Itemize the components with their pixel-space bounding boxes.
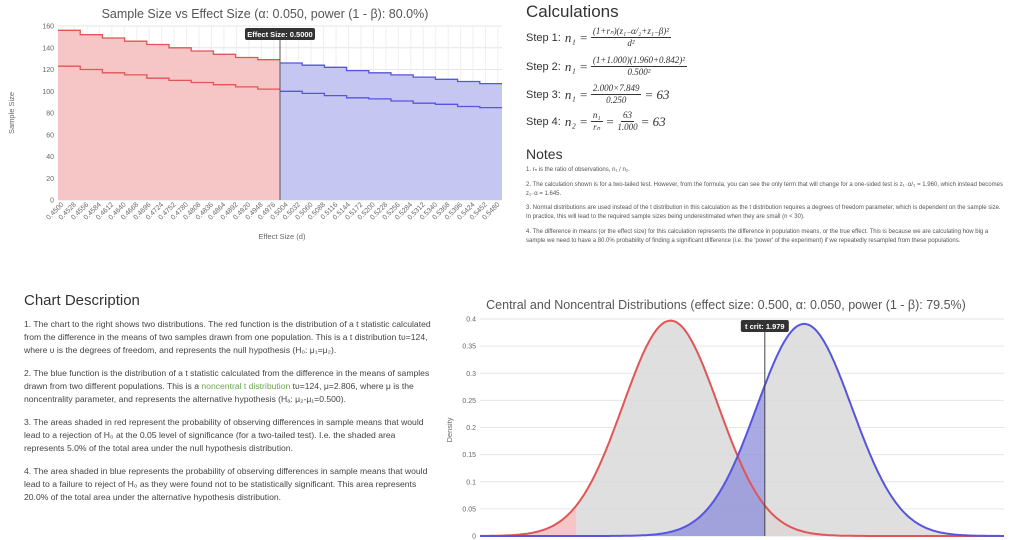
step-denominator: 0.500²	[627, 67, 651, 78]
step-lhs: n₁ =	[564, 86, 588, 102]
series-line-right-0	[280, 62, 502, 85]
step-numerator: n₁	[590, 110, 603, 123]
note-4: 4. The difference in means (or the effec…	[526, 229, 989, 244]
description-paragraph-3: 3. The areas shaded in red represent the…	[24, 417, 424, 453]
description-paragraph-2: 2. The blue function is the distribution…	[24, 367, 434, 406]
rejection-area-left	[480, 505, 577, 536]
y-tick-label: 0.25	[462, 398, 476, 405]
step-equals: =	[605, 113, 615, 129]
calc-step-4: Step 4: n₂ = n₁ rₙ = 63 1.000 = 63	[526, 110, 666, 133]
y-tick-label: 0.4	[466, 317, 476, 324]
y-tick-label: 0.1	[466, 479, 476, 486]
step-denominator: d²	[627, 38, 635, 49]
y-tick-label: 0.3	[466, 371, 476, 378]
calculations-title: Calculations	[526, 2, 619, 21]
notes-title: Notes	[526, 146, 563, 162]
power-area	[764, 323, 1004, 536]
step-label: Step 4:	[526, 115, 561, 128]
y-axis-label: Density	[445, 417, 454, 442]
y-tick-label: 120	[42, 67, 54, 74]
x-axis-label: Effect Size (d)	[259, 232, 306, 241]
calc-step-2: Step 2: n₁ = (1+1.000)(1.960+0.842)² 0.50…	[526, 55, 690, 78]
step-denominator: 1.000	[617, 122, 638, 133]
y-tick-label: 20	[46, 176, 54, 183]
step-label: Step 3:	[526, 88, 561, 101]
step-label: Step 1:	[526, 31, 561, 44]
step-numerator: (1+1.000)(1.960+0.842)²	[590, 55, 687, 68]
chart-title: Sample Size vs Effect Size (α: 0.050, po…	[102, 7, 429, 21]
step-lhs: n₁ =	[564, 29, 588, 45]
y-tick-label: 0.15	[462, 452, 476, 459]
step-lhs: n₁ =	[564, 58, 588, 74]
y-tick-label: 60	[46, 132, 54, 139]
t-crit-tooltip-label: t crit: 1.979	[745, 322, 785, 331]
y-tick-label: 0.05	[462, 506, 476, 513]
step-denominator: rₙ	[593, 122, 601, 133]
step-numerator: 63	[620, 110, 634, 123]
y-axis-label: Sample Size	[7, 92, 16, 134]
y-tick-label: 80	[46, 111, 54, 118]
chart-title: Central and Noncentral Distributions (ef…	[486, 298, 966, 312]
area-left-fill	[58, 30, 280, 200]
step-lhs: n₂ =	[564, 113, 588, 129]
y-tick-label: 0	[50, 198, 54, 205]
null-distribution-line	[480, 319, 1004, 537]
effect-size-tooltip	[245, 28, 315, 40]
y-tick-label: 0	[472, 534, 476, 540]
null-acceptance-area	[576, 320, 765, 536]
y-tick-label: 0.2	[466, 425, 476, 432]
description-paragraph-1: 1. The chart to the right shows two dist…	[24, 319, 431, 355]
note-1: 1. rₙ is the ratio of observations, n₁ /…	[526, 167, 630, 173]
area-right-fill	[280, 63, 502, 200]
series-line-left-1	[58, 65, 280, 90]
y-tick-label: 100	[42, 89, 54, 96]
noncentral-t-link[interactable]: noncentral t distribution	[201, 380, 291, 391]
effect-size-tooltip-label: Effect Size: 0.5000	[247, 30, 312, 39]
step-numerator: (1+rₙ)(z₁₋α/₂+z₁₋β)²	[590, 26, 671, 39]
calc-step-3: Step 3: n₁ = 2.000×7.849 0.250 = 63	[526, 83, 670, 106]
distribution-chart[interactable]: Central and Noncentral Distributions (ef…	[440, 290, 1024, 540]
description-paragraph-4: 4. The area shaded in blue represents th…	[24, 466, 428, 502]
description-text: 2. The blue function is the distribution…	[24, 368, 430, 391]
step-result: = 63	[644, 86, 670, 102]
calc-step-1: Step 1: n₁ = (1+rₙ)(z₁₋α/₂+z₁₋β)² d²	[526, 26, 674, 49]
step-label: Step 2:	[526, 60, 561, 73]
series-line-left-0	[58, 29, 280, 61]
step-denominator: 0.250	[606, 95, 627, 106]
chart-description-title: Chart Description	[24, 292, 140, 309]
series-line-right-1	[280, 90, 502, 109]
y-tick-label: 140	[42, 45, 54, 52]
y-tick-label: 160	[42, 24, 54, 31]
note-2: 2. The calculation shown is for a two-ta…	[526, 182, 1003, 197]
note-3: 3. Normal distributions are used instead…	[526, 205, 1001, 220]
step-result: = 63	[640, 113, 666, 129]
y-tick-label: 40	[46, 154, 54, 161]
alternative-distribution-line	[480, 322, 1004, 537]
beta-area	[480, 385, 765, 536]
sample-size-chart[interactable]: Sample Size vs Effect Size (α: 0.050, po…	[0, 0, 510, 250]
t-crit-tooltip	[740, 320, 789, 332]
y-tick-label: 0.35	[462, 344, 476, 351]
step-numerator: 2.000×7.849	[590, 83, 642, 96]
description-text: tυ=124, μ=2.806, where μ is the noncentr…	[24, 380, 414, 404]
